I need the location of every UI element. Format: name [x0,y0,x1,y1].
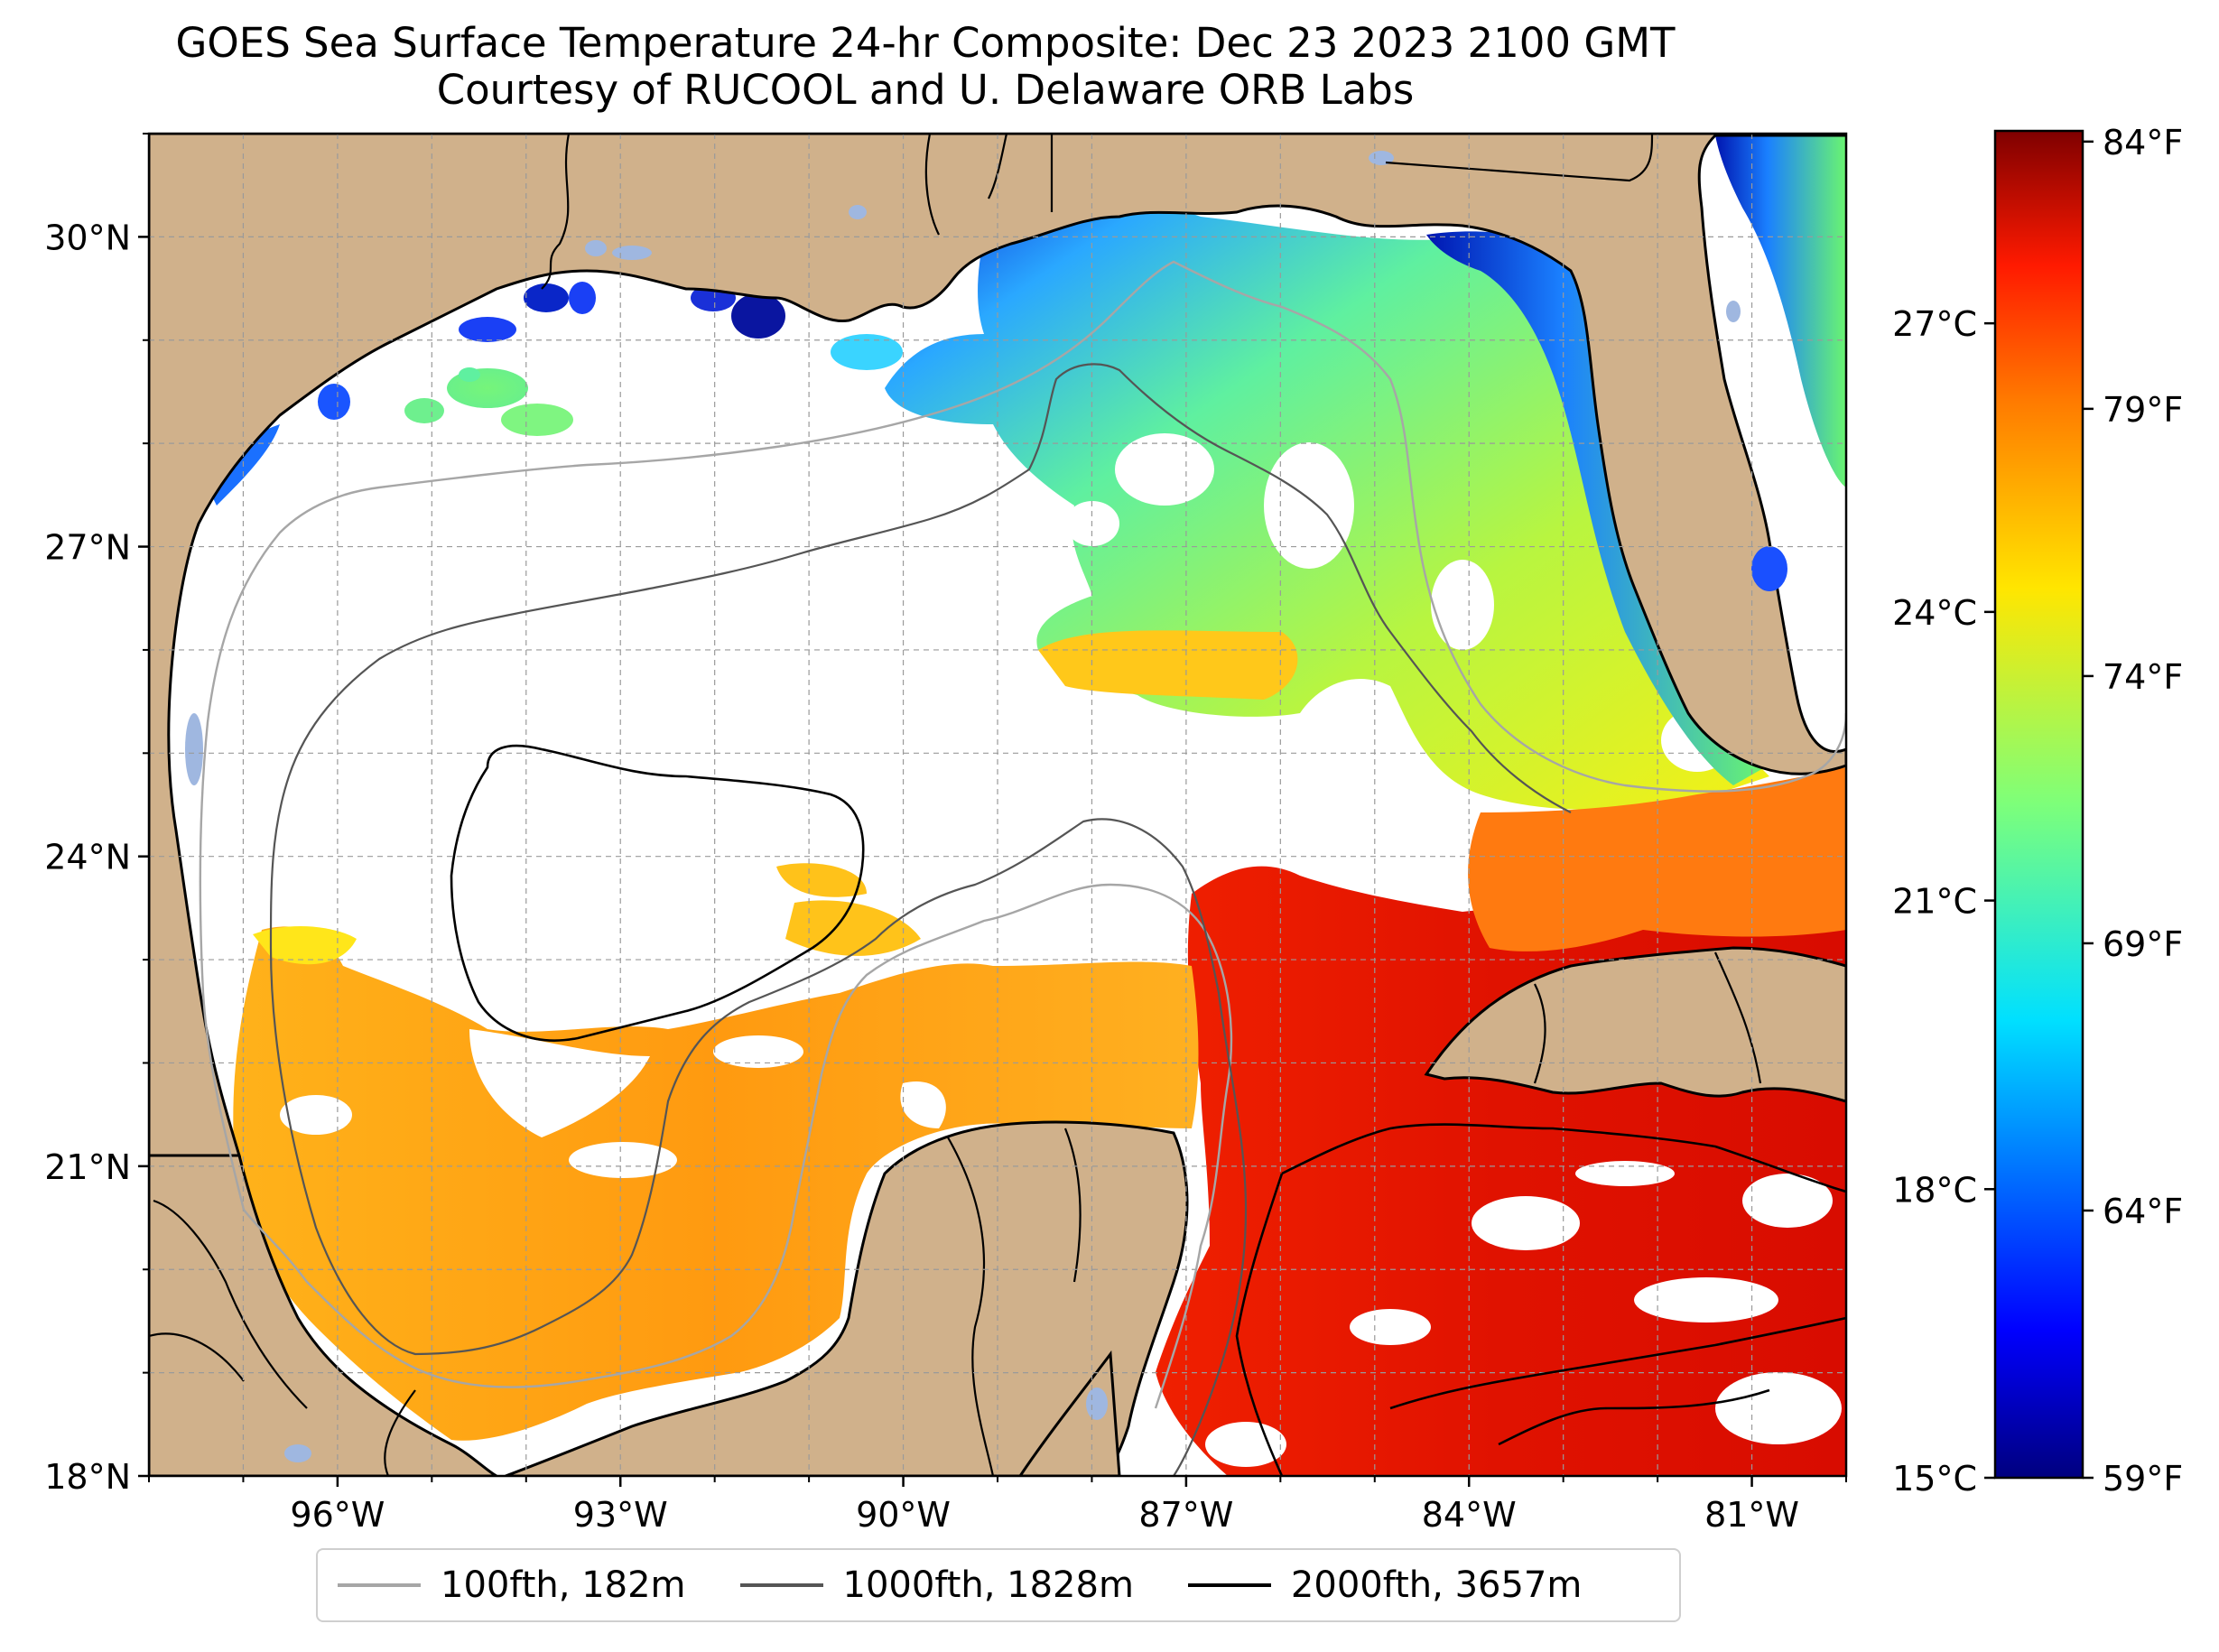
contour-legend: 100fth, 182m 1000fth, 1828m 2000fth, 365… [316,1548,1681,1622]
celsius-tick-label: 27°C [1892,304,1977,344]
colorbar-gradient [1993,129,2084,1480]
us-gulf-coast-land [149,134,1846,1157]
sst-florida-shelf [1426,231,1765,785]
lat-tick-label: 18°N [44,1457,131,1497]
lon-tick-label: 90°W [856,1495,951,1535]
legend-item-2000fth: 2000fth, 3657m [1187,1564,1583,1606]
map-title-line-2: Courtesy of RUCOOL and U. Delaware ORB L… [436,66,1415,114]
map-gridlines [149,134,1846,1476]
legend-label-100fth: 100fth, 182m [441,1564,686,1606]
contour-2000fth [450,744,1846,1476]
celsius-tick-label: 18°C [1892,1170,1977,1210]
colorbar-fahrenheit-axis: 84°F 79°F 74°F 69°F 64°F 59°F [2083,123,2183,1499]
bathymetry-contours [199,260,1846,1476]
legend-label-2000fth: 2000fth, 3657m [1290,1564,1583,1606]
fahrenheit-tick-label: 84°F [2103,123,2183,162]
lat-tick-label: 24°N [44,838,131,877]
lat-tick-label: 21°N [44,1147,131,1187]
legend-item-1000fth: 1000fth, 1828m [739,1564,1134,1606]
contour-100fth [199,260,1846,1409]
legend-swatch-1000fth [739,1583,823,1587]
political-borders [149,134,1762,1476]
legend-swatch-100fth [338,1583,421,1587]
legend-swatch-2000fth [1187,1583,1271,1587]
lon-tick-label: 96°W [290,1495,385,1535]
lat-tick-label: 30°N [44,218,131,257]
longitude-axis: 96°W 93°W 90°W 87°W 84°W 81°W [148,1476,1847,1535]
fahrenheit-tick-label: 79°F [2103,390,2183,430]
celsius-tick-label: 21°C [1892,882,1977,922]
celsius-tick-label: 15°C [1892,1459,1977,1499]
lon-tick-label: 84°W [1422,1495,1517,1535]
fahrenheit-tick-label: 64°F [2103,1192,2183,1231]
lon-tick-label: 87°W [1138,1495,1233,1535]
colorbar-celsius-axis: 27°C 24°C 21°C 18°C 15°C [1892,304,1995,1499]
latitude-axis: 30°N 27°N 24°N 21°N 18°N [44,133,149,1497]
lat-tick-label: 27°N [44,528,131,568]
celsius-tick-label: 24°C [1892,593,1977,633]
map-title-line-1: GOES Sea Surface Temperature 24-hr Compo… [175,19,1676,67]
fahrenheit-tick-label: 74°F [2103,657,2183,697]
legend-label-1000fth: 1000fth, 1828m [842,1564,1134,1606]
inland-lakes [185,151,1787,1462]
fahrenheit-tick-label: 69°F [2103,924,2183,964]
yucatan-land [505,1120,1189,1476]
colorbar: 27°C 24°C 21°C 18°C 15°C 84°F 79°F 74°F 69°F 64°… [1892,123,2183,1499]
mexico-land [149,1154,497,1476]
legend-item-100fth: 100fth, 182m [338,1564,686,1606]
contour-1000fth [269,363,1572,1476]
fahrenheit-tick-label: 59°F [2103,1459,2183,1499]
lon-tick-label: 81°W [1704,1495,1799,1535]
lon-tick-label: 93°W [573,1495,668,1535]
